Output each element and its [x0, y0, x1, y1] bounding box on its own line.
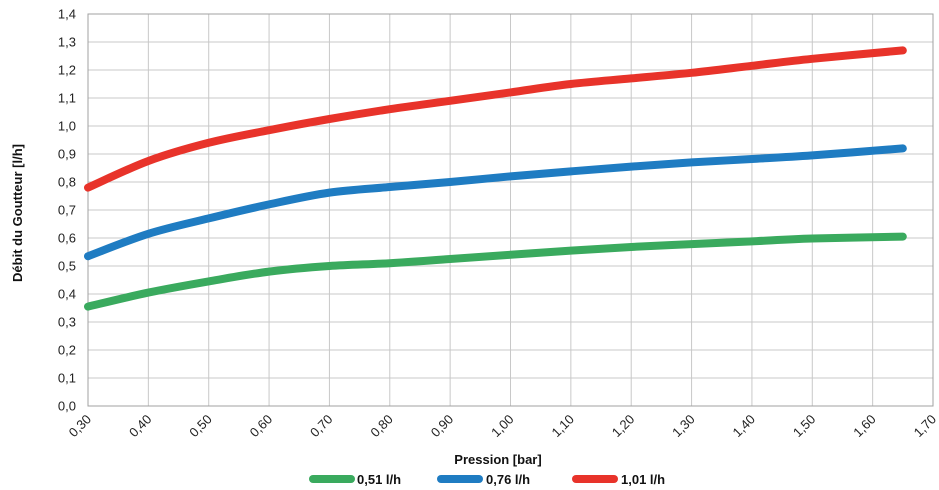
x-tick-label: 0,50 — [186, 412, 215, 441]
y-tick-label: 0,0 — [58, 399, 76, 414]
legend: 0,51 l/h 0,76 l/h 1,01 l/h — [309, 472, 665, 487]
x-tick-label: 0,90 — [428, 412, 457, 441]
legend-label: 1,01 l/h — [621, 472, 665, 487]
grid — [87, 13, 934, 407]
x-tick-label: 0,40 — [126, 412, 155, 441]
y-tick-label: 1,0 — [58, 119, 76, 134]
y-tick-label: 0,3 — [58, 315, 76, 330]
plot-frame — [87, 13, 934, 407]
y-tick-label: 0,2 — [58, 343, 76, 358]
legend-label: 0,76 l/h — [486, 472, 530, 487]
x-tick-label: 0,80 — [367, 412, 396, 441]
x-tick-label: 0,70 — [307, 412, 336, 441]
x-tick-label: 1,30 — [669, 412, 698, 441]
y-tick-label: 0,8 — [58, 175, 76, 190]
x-tick-label: 0,30 — [66, 412, 95, 441]
series-line-1 — [84, 232, 907, 311]
x-tick-label: 1,50 — [790, 412, 819, 441]
y-tick-label: 0,1 — [58, 371, 76, 386]
y-tick-label: 1,3 — [58, 35, 76, 50]
y-tick-label: 1,2 — [58, 63, 76, 78]
series-line-3 — [84, 46, 907, 192]
legend-label: 0,51 l/h — [357, 472, 401, 487]
y-axis-ticks: 0,0 0,1 0,2 0,3 0,4 0,5 0,6 0,7 0,8 0,9 1,0 1,1 1,2 1… — [58, 7, 76, 414]
y-tick-label: 0,4 — [58, 287, 76, 302]
x-tick-label: 1,10 — [548, 412, 577, 441]
x-tick-label: 0,60 — [247, 412, 276, 441]
y-tick-label: 1,1 — [58, 91, 76, 106]
y-tick-label: 0,9 — [58, 147, 76, 162]
y-tick-label: 0,6 — [58, 231, 76, 246]
y-tick-label: 1,4 — [58, 7, 76, 22]
series-lines — [84, 46, 907, 311]
x-tick-label: 1,00 — [488, 412, 517, 441]
y-tick-label: 0,7 — [58, 203, 76, 218]
x-tick-label: 1,70 — [911, 412, 939, 441]
x-tick-label: 1,40 — [730, 412, 759, 441]
x-axis-title: Pression [bar] — [454, 452, 541, 467]
x-tick-label: 1,20 — [609, 412, 638, 441]
y-tick-label: 0,5 — [58, 259, 76, 274]
x-tick-label: 1,60 — [850, 412, 879, 441]
y-axis-title: Débit du Goutteur [l/h] — [10, 144, 25, 282]
x-axis-ticks: 0,30 0,40 0,50 0,60 0,70 0,80 0,90 1,00 1,10 1,20… — [66, 412, 939, 441]
